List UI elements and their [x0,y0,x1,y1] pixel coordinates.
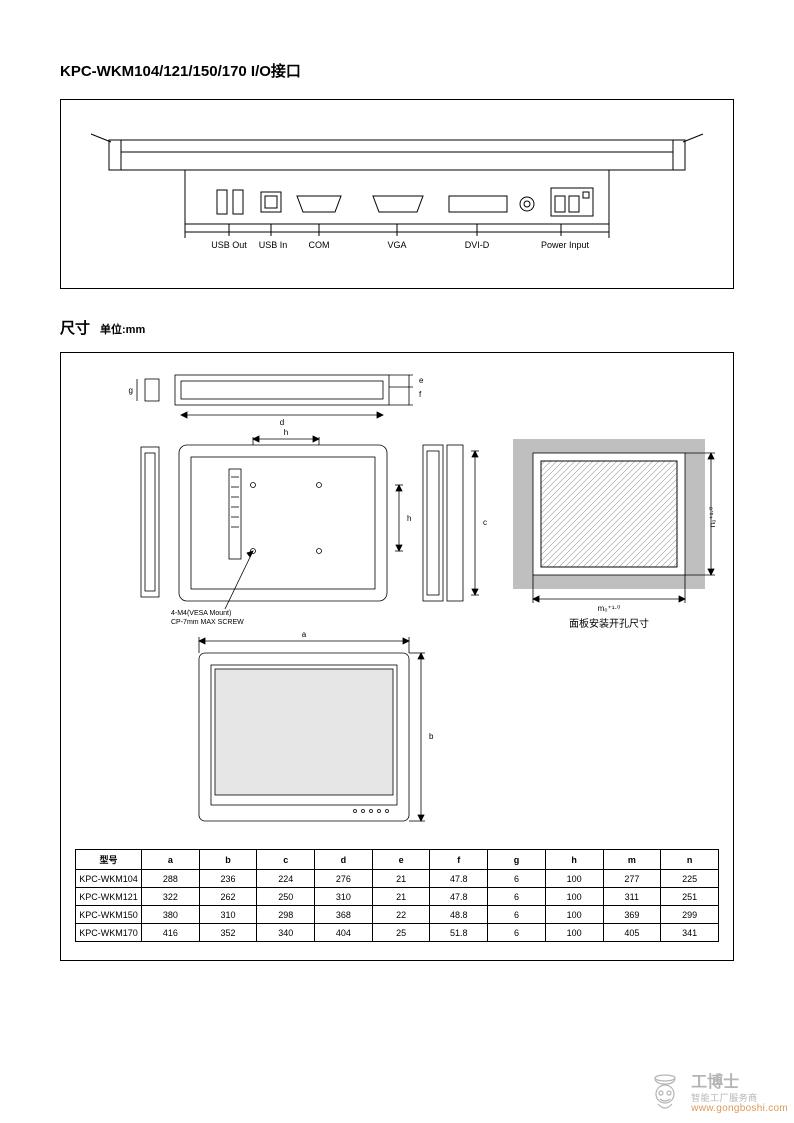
dim-label-d: d [280,418,284,427]
cell-value: 6 [488,888,546,906]
dimensions-unit: 单位:mm [100,321,145,337]
dim-label-n: n₀⁺¹·⁰ [708,507,717,528]
cell-value: 404 [315,924,373,942]
cell-value: 368 [315,906,373,924]
cell-value: 224 [257,870,315,888]
cell-value: 22 [372,906,430,924]
table-row: KPC-WKM1704163523404042551.86100405341 [76,924,719,942]
cell-value: 352 [199,924,257,942]
cell-value: 6 [488,924,546,942]
th-c: c [257,850,315,870]
cell-value: 341 [661,924,719,942]
cell-value: 340 [257,924,315,942]
cell-model: KPC-WKM150 [76,906,142,924]
table-row: KPC-WKM1503803102983682248.86100369299 [76,906,719,924]
cell-value: 100 [545,888,603,906]
cell-value: 251 [661,888,719,906]
cell-value: 298 [257,906,315,924]
cell-model: KPC-WKM170 [76,924,142,942]
table-header-row: 型号 a b c d e f g h m n [76,850,719,870]
dim-label-h2: h [407,514,411,523]
dimensions-diagram: g e f d h h c a b m₀⁺¹·⁰ n₀⁺¹·⁰ 4-M4(VES… [75,367,719,837]
io-diagram-panel: USB Out USB In COM VGA DVI-D Power Input [60,99,734,289]
dimensions-table: 型号 a b c d e f g h m n KPC-WKM1042882362… [75,849,719,942]
vesa-note-1: 4-M4(VESA Mount) [171,610,231,617]
table-row: KPC-WKM1213222622503102147.86100311251 [76,888,719,906]
cell-value: 225 [661,870,719,888]
dim-label-b: b [429,732,434,741]
cell-value: 311 [603,888,661,906]
cell-value: 276 [315,870,373,888]
watermark-brand: 工博士 [691,1074,788,1092]
cell-value: 100 [545,906,603,924]
th-model: 型号 [76,850,142,870]
cell-value: 299 [661,906,719,924]
dim-label-g1: g [129,386,133,395]
port-label-usb-in: USB In [259,240,288,250]
cell-value: 6 [488,870,546,888]
vesa-note-2: CP-7mm MAX SCREW [171,619,244,626]
cell-value: 277 [603,870,661,888]
cell-value: 100 [545,870,603,888]
cell-value: 405 [603,924,661,942]
port-label-vga: VGA [387,240,406,250]
port-label-power: Power Input [541,240,590,250]
th-e: e [372,850,430,870]
page-title: KPC-WKM104/121/150/170 I/O接口 [60,60,734,81]
cell-value: 47.8 [430,870,488,888]
th-h: h [545,850,603,870]
dim-label-h1: h [284,428,288,437]
cell-value: 21 [372,888,430,906]
cutout-caption: 面板安装开孔尺寸 [569,617,649,630]
cell-value: 48.8 [430,906,488,924]
dimensions-panel: g e f d h h c a b m₀⁺¹·⁰ n₀⁺¹·⁰ 4-M4(VES… [60,352,734,961]
th-a: a [142,850,200,870]
watermark-url: www.gongboshi.com [691,1103,788,1115]
table-row: KPC-WKM1042882362242762147.86100277225 [76,870,719,888]
cell-value: 250 [257,888,315,906]
cell-value: 416 [142,924,200,942]
port-label-com: COM [309,240,330,250]
dim-label-m: m₀⁺¹·⁰ [598,604,621,613]
watermark-sub: 智能工厂服务商 [691,1093,788,1103]
cell-value: 100 [545,924,603,942]
cell-value: 310 [199,906,257,924]
cell-value: 322 [142,888,200,906]
cell-value: 288 [142,870,200,888]
cell-model: KPC-WKM104 [76,870,142,888]
dim-label-f: f [419,390,422,399]
cell-value: 236 [199,870,257,888]
cell-value: 310 [315,888,373,906]
th-d: d [315,850,373,870]
watermark: 工博士 智能工厂服务商 www.gongboshi.com [646,1072,788,1118]
dim-label-c: c [483,518,487,527]
cell-value: 21 [372,870,430,888]
mascot-icon [646,1072,684,1118]
th-m: m [603,850,661,870]
cell-value: 380 [142,906,200,924]
th-g: g [488,850,546,870]
dim-label-a: a [302,630,307,639]
th-f: f [430,850,488,870]
th-b: b [199,850,257,870]
dim-label-e: e [419,376,424,385]
cell-value: 369 [603,906,661,924]
port-label-dvid: DVI-D [465,240,490,250]
dimensions-heading: 尺寸 [60,317,90,338]
cell-value: 25 [372,924,430,942]
io-diagram: USB Out USB In COM VGA DVI-D Power Input [61,100,733,288]
cell-value: 6 [488,906,546,924]
cell-value: 262 [199,888,257,906]
th-n: n [661,850,719,870]
cell-model: KPC-WKM121 [76,888,142,906]
cell-value: 47.8 [430,888,488,906]
port-label-usb-out: USB Out [211,240,247,250]
cell-value: 51.8 [430,924,488,942]
